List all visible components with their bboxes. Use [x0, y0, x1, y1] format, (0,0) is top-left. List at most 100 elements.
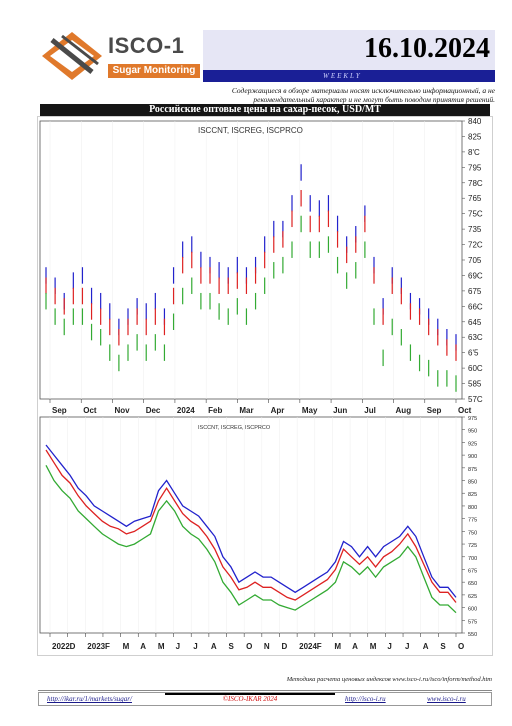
y-tick-label: 75C	[468, 210, 483, 219]
x-tick-label: O	[458, 642, 464, 651]
x-tick-label: A	[211, 642, 217, 651]
x-tick-label: 2024	[299, 642, 317, 651]
x-tick-label: A	[352, 642, 358, 651]
x-tick-label: May	[302, 406, 318, 415]
y-tick-label: 925	[468, 441, 477, 447]
x-tick-label: 2024	[177, 406, 195, 415]
date-panel	[203, 30, 495, 70]
y-tick-label: 6'5	[468, 349, 479, 358]
y-tick-label: 66C	[468, 302, 483, 311]
x-tick-label: 2023	[87, 642, 105, 651]
x-tick-label: J	[176, 642, 180, 651]
y-tick-label: 600	[468, 607, 477, 613]
y-tick-label: 950	[468, 429, 477, 435]
y-tick-label: 60C	[468, 364, 483, 373]
disclaimer-text: Содержащиеся в обзоре материалы носят ис…	[231, 86, 495, 104]
y-tick-label: 750	[468, 530, 477, 536]
report-date: 16.10.2024	[364, 33, 490, 64]
y-tick-label: 650	[468, 581, 477, 587]
x-tick-label: Aug	[396, 406, 412, 415]
x-tick-label: Dec	[146, 406, 161, 415]
x-tick-label: A	[140, 642, 146, 651]
y-tick-label: 825	[468, 132, 482, 141]
y-tick-label: 625	[468, 594, 477, 600]
logo	[40, 30, 200, 82]
plot-area	[39, 120, 463, 400]
y-tick-label: 675	[468, 568, 477, 574]
isco-link[interactable]: http://isco-i.ru	[345, 695, 386, 703]
y-tick-label: 645	[468, 318, 482, 327]
y-tick-label: 900	[468, 454, 477, 460]
chart-legend: ISCCNT, ISCREG, ISCPRCO	[198, 425, 271, 431]
series-line	[45, 464, 457, 614]
y-tick-label: 78C	[468, 179, 483, 188]
ikar-link[interactable]: http://ikar.ru/1/markets/sugar/	[47, 695, 132, 703]
x-tick-label: Jun	[333, 406, 347, 415]
x-tick-label: J	[193, 642, 197, 651]
x-tick-label: Apr	[271, 406, 285, 415]
x-tick-label: Sep	[427, 406, 442, 415]
methodology-note[interactable]: Методика расчета ценовых индексов www.is…	[286, 676, 492, 683]
y-tick-label: 550	[468, 632, 477, 638]
x-tick-label: M	[158, 642, 165, 651]
y-tick-label: 975	[468, 416, 477, 422]
x-tick-label: M	[334, 642, 341, 651]
charts-canvas: 840 825 8'C 795 78C 765 75C 735 72C 705 69C 675 66C 6…	[39, 117, 483, 651]
x-tick-label: Mar	[239, 406, 253, 415]
x-tick-label: 2022	[52, 642, 70, 651]
y-tick-label: 72C	[468, 241, 483, 250]
y-tick-label: 705	[468, 256, 482, 265]
y-tick-label: 765	[468, 194, 482, 203]
series-line	[45, 444, 457, 598]
y-tick-label: 585	[468, 380, 482, 389]
x-tick-label: J	[387, 642, 391, 651]
y-tick-label: 800	[468, 505, 477, 511]
y-tick-label: 775	[468, 518, 477, 524]
y-tick-label: 575	[468, 619, 477, 625]
x-tick-label: Nov	[114, 406, 130, 415]
footer-bar: http://ikar.ru/1/markets/sugar/ ©ISCO-IK…	[38, 692, 492, 706]
x-tick-label: M	[123, 642, 130, 651]
x-tick-label: Jul	[364, 406, 376, 415]
x-tick-label: Sep	[52, 406, 67, 415]
chart-frame: 840 825 8'C 795 78C 765 75C 735 72C 705 69C 675 66C 6…	[37, 116, 493, 656]
logo-mark-icon	[42, 32, 102, 80]
copyright-text: ©ISCO-IKAR 2024	[165, 693, 335, 705]
chart-legend: ISCCNT, ISCREG, ISCPRCO	[198, 126, 303, 135]
brand-name: ISCO-1	[108, 33, 185, 58]
x-tick-label: Oct	[458, 406, 472, 415]
frequency-bar: WEEKLY	[203, 70, 495, 82]
y-tick-label: 675	[468, 287, 482, 296]
x-tick-label: D	[281, 642, 287, 651]
footer-divider	[38, 690, 492, 691]
x-tick-label: J	[405, 642, 409, 651]
x-tick-label: Oct	[83, 406, 97, 415]
x-tick-label: S	[229, 642, 235, 651]
y-tick-label: 69C	[468, 271, 483, 280]
x-tick-label: F	[317, 642, 322, 651]
y-tick-label: 840	[468, 117, 482, 126]
x-tick-label: O	[246, 642, 252, 651]
y-tick-label: 735	[468, 225, 482, 234]
isco-site-link[interactable]: www.isco-i.ru	[427, 695, 466, 703]
x-tick-label: A	[423, 642, 429, 651]
y-tick-label: 850	[468, 480, 477, 486]
y-tick-label: 63C	[468, 333, 483, 342]
y-tick-label: 57C	[468, 395, 483, 404]
y-tick-label: 725	[468, 543, 477, 549]
x-tick-label: M	[370, 642, 377, 651]
x-tick-label: D	[70, 642, 76, 651]
y-tick-label: 700	[468, 556, 477, 562]
plot-area	[39, 416, 463, 634]
x-tick-label: S	[440, 642, 446, 651]
y-tick-label: 795	[468, 163, 482, 172]
x-tick-label: Feb	[208, 406, 222, 415]
y-tick-label: 825	[468, 492, 477, 498]
series-line	[45, 449, 457, 603]
chart-section-title: Российские оптовые цены на сахар-песок, …	[40, 104, 490, 116]
x-tick-label: F	[105, 642, 110, 651]
y-tick-label: 8'C	[468, 148, 480, 157]
x-tick-label: N	[264, 642, 270, 651]
y-tick-label: 875	[468, 467, 477, 473]
brand-subtitle: Sugar Monitoring	[108, 64, 200, 78]
